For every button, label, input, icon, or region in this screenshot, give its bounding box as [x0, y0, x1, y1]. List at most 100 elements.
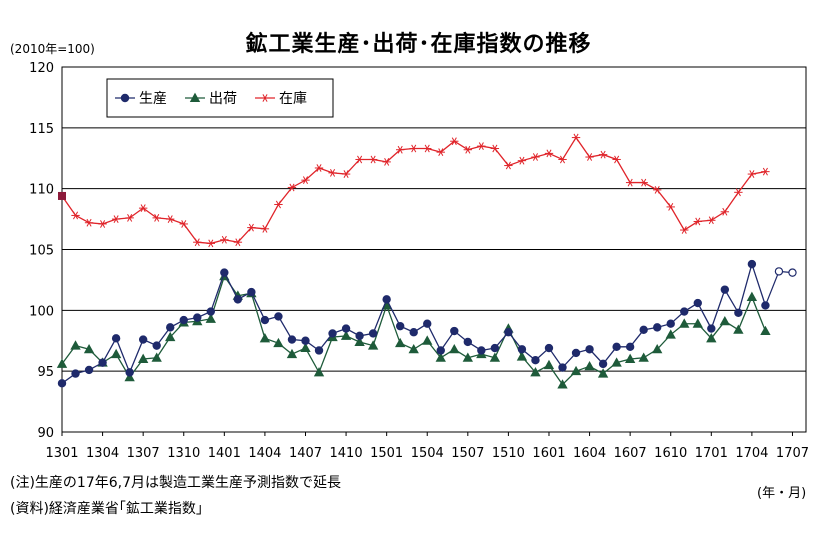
shipments-point — [760, 325, 771, 336]
x-tick-label: 1707 — [776, 446, 809, 461]
inventory-point — [436, 148, 445, 157]
production-point — [477, 346, 486, 355]
shipments-point — [313, 367, 325, 377]
shipments-point — [422, 335, 433, 345]
x-tick-label: 1604 — [573, 446, 606, 461]
shipments-point — [570, 365, 582, 376]
inventory-point — [517, 156, 527, 165]
y-tick-label: 110 — [29, 183, 54, 198]
inventory-point — [761, 167, 770, 176]
x-tick-label: 1607 — [614, 446, 647, 461]
production-point — [558, 363, 567, 372]
production-point — [531, 356, 540, 365]
source-note: (資料)経済産業省｢鉱工業指数｣ — [10, 501, 203, 517]
shipments-point — [137, 353, 149, 364]
shipments-point — [70, 340, 81, 350]
inventory-point — [504, 161, 513, 170]
shipments-point — [300, 342, 311, 353]
inventory-point — [233, 238, 243, 247]
legend-label: 生産 — [139, 91, 167, 107]
production-point — [382, 295, 391, 304]
inventory-point — [58, 191, 66, 200]
production-point — [247, 287, 256, 297]
x-tick-label: 1404 — [248, 446, 281, 461]
inventory-point — [625, 178, 635, 187]
inventory-point — [274, 200, 283, 209]
x-tick-label: 1510 — [492, 446, 525, 461]
inventory-point — [734, 188, 743, 197]
shipments-point — [516, 351, 528, 361]
production-forecast-point — [774, 267, 784, 276]
inventory-point — [314, 164, 324, 172]
production-point — [585, 345, 594, 354]
shipments-point — [611, 357, 622, 367]
inventory-point — [490, 144, 500, 153]
shipments-point — [449, 343, 460, 354]
inventory-point — [463, 145, 473, 154]
shipments-point — [706, 332, 717, 343]
production-point — [206, 307, 215, 316]
inventory-point — [612, 155, 621, 164]
production-point — [71, 369, 80, 378]
inventory-point — [84, 218, 94, 227]
inventory-point — [382, 158, 391, 166]
production-point — [490, 343, 500, 353]
x-axis-unit-label: (年・月) — [757, 486, 807, 501]
x-tick-label: 1601 — [532, 446, 565, 461]
shipments-point — [652, 343, 663, 354]
inventory-point — [680, 226, 689, 234]
shipments-point — [719, 315, 731, 326]
shipments-point — [557, 379, 568, 389]
y-tick-label: 90 — [37, 426, 54, 441]
production-point — [341, 324, 351, 333]
inventory-point — [287, 183, 297, 192]
x-tick-label: 1310 — [167, 446, 200, 461]
production-point — [517, 345, 527, 354]
production-point — [328, 329, 337, 338]
shipments-point — [408, 343, 419, 354]
x-tick-label: 1610 — [654, 446, 687, 461]
shipments-point — [746, 291, 758, 301]
production-point — [233, 295, 243, 304]
production-point — [707, 324, 716, 333]
inventory-point — [653, 185, 662, 194]
legend-label: 出荷 — [209, 91, 237, 107]
inventory-point — [166, 215, 175, 223]
inventory-point — [260, 224, 270, 233]
inventory-point — [477, 142, 486, 150]
x-tick-label: 1507 — [451, 446, 484, 461]
production-point — [571, 348, 581, 358]
legend-label: 在庫 — [279, 90, 307, 107]
production-point — [625, 342, 635, 352]
production-point — [260, 315, 270, 325]
inventory-point — [301, 176, 310, 185]
inventory-point — [450, 137, 459, 146]
production-point — [598, 359, 608, 369]
production-point — [734, 308, 743, 317]
production-point — [314, 346, 324, 355]
shipments-point — [56, 358, 68, 368]
y-tick-label: 115 — [29, 122, 54, 137]
production-point — [125, 368, 134, 377]
inventory-point — [395, 145, 405, 154]
inventory-point — [666, 203, 675, 211]
production-point — [544, 343, 554, 353]
inventory-point — [598, 150, 608, 159]
inventory-point — [71, 211, 80, 220]
production-point — [639, 325, 648, 334]
shipments-point — [273, 337, 284, 348]
inventory-point — [179, 220, 188, 228]
inventory-point — [152, 213, 161, 222]
y-tick-label: 120 — [29, 61, 54, 76]
shipments-point — [624, 353, 636, 364]
shipments-point — [597, 368, 609, 378]
production-point — [450, 326, 459, 336]
production-forecast-point — [788, 268, 797, 277]
y-tick-label: 100 — [29, 304, 54, 319]
y-tick-label: 105 — [29, 244, 54, 259]
inventory-point — [368, 155, 378, 164]
shipments-point — [151, 352, 162, 362]
inventory-point — [247, 223, 256, 232]
shipments-point — [205, 313, 216, 323]
